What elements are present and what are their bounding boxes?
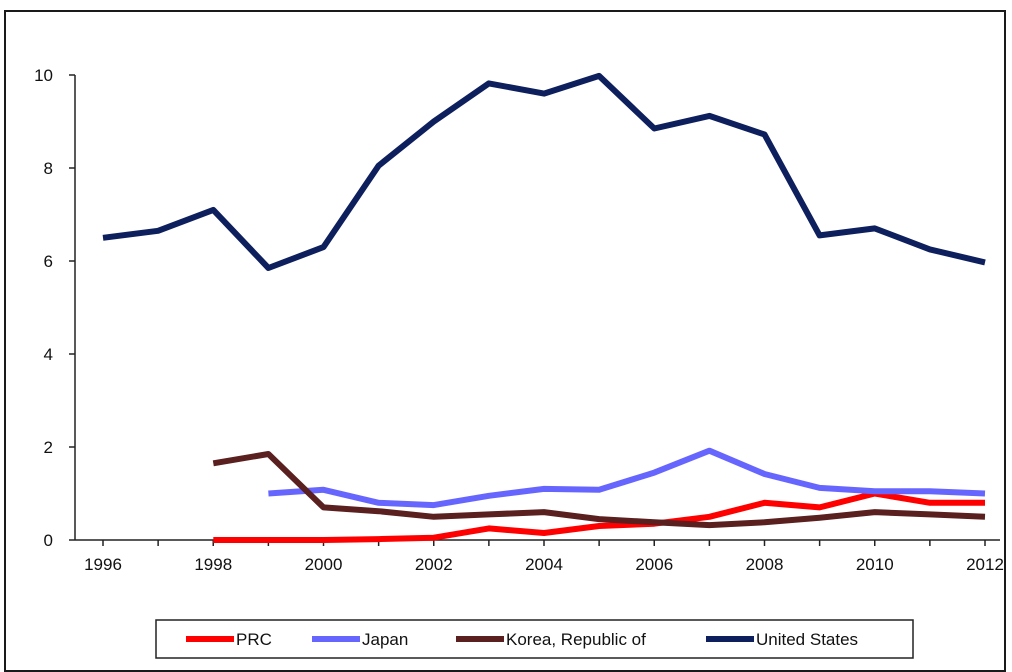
legend-box — [155, 619, 914, 659]
y-tick-label: 10 — [34, 66, 53, 85]
x-tick-label: 2012 — [966, 555, 1004, 574]
x-tick-label: 2004 — [525, 555, 563, 574]
x-tick-label: 1998 — [194, 555, 232, 574]
x-tick-label: 1996 — [84, 555, 122, 574]
series-layer — [102, 72, 986, 543]
series-line-prc — [213, 490, 985, 543]
series-line-japan — [268, 447, 986, 509]
legend: PRC Japan Korea, Republic of United States — [155, 619, 914, 659]
chart-frame — [4, 10, 1006, 672]
y-tick-label: 6 — [44, 252, 53, 271]
y-tick-label: 4 — [44, 345, 53, 364]
legend-label: United States — [756, 630, 858, 649]
x-tick-label: 2010 — [856, 555, 894, 574]
y-tick-label: 2 — [44, 438, 53, 457]
legend-label: Japan — [362, 630, 408, 649]
x-tick-label: 2000 — [305, 555, 343, 574]
series-line-korea-republic-of — [212, 451, 986, 529]
x-tick-label: 2002 — [415, 555, 453, 574]
x-tick-label: 2008 — [746, 555, 784, 574]
y-tick-label: 8 — [44, 159, 53, 178]
x-tick-label: 2006 — [635, 555, 673, 574]
legend-label: PRC — [236, 630, 272, 649]
series-line-united-states — [102, 72, 986, 271]
legend-label: Korea, Republic of — [506, 630, 646, 649]
y-tick-label: 0 — [44, 531, 53, 550]
